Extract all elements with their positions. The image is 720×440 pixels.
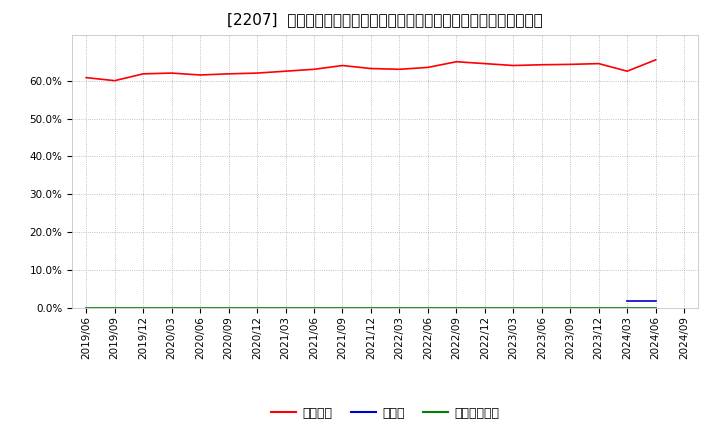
のれん <box>680 305 688 311</box>
自己資本 <box>509 63 518 68</box>
繰延税金資産 <box>680 305 688 311</box>
のれん <box>282 305 290 311</box>
自己資本 <box>338 63 347 68</box>
自己資本 <box>225 71 233 77</box>
のれん <box>395 305 404 311</box>
自己資本 <box>395 66 404 72</box>
繰延税金資産 <box>509 305 518 311</box>
自己資本 <box>139 71 148 77</box>
のれん <box>338 305 347 311</box>
繰延税金資産 <box>225 305 233 311</box>
のれん <box>253 305 261 311</box>
自己資本 <box>310 66 318 72</box>
のれん <box>167 305 176 311</box>
のれん <box>623 299 631 304</box>
自己資本 <box>452 59 461 64</box>
のれん <box>652 299 660 304</box>
自己資本 <box>537 62 546 67</box>
のれん <box>225 305 233 311</box>
Line: 自己資本: 自己資本 <box>86 60 656 81</box>
自己資本 <box>595 61 603 66</box>
自己資本 <box>680 305 688 311</box>
繰延税金資産 <box>82 305 91 311</box>
自己資本 <box>480 61 489 66</box>
Title: [2207]  自己資本、のれん、繰延税金資産の総資産に対する比率の推移: [2207] 自己資本、のれん、繰延税金資産の総資産に対する比率の推移 <box>228 12 543 27</box>
のれん <box>110 305 119 311</box>
繰延税金資産 <box>423 305 432 311</box>
繰延税金資産 <box>196 305 204 311</box>
Legend: 自己資本, のれん, 繰延税金資産: 自己資本, のれん, 繰延税金資産 <box>266 402 505 425</box>
自己資本 <box>110 78 119 83</box>
繰延税金資産 <box>338 305 347 311</box>
繰延税金資産 <box>395 305 404 311</box>
自己資本 <box>253 70 261 76</box>
自己資本 <box>366 66 375 71</box>
自己資本 <box>423 65 432 70</box>
のれん <box>595 305 603 311</box>
自己資本 <box>167 70 176 76</box>
のれん <box>509 305 518 311</box>
繰延税金資産 <box>139 305 148 311</box>
繰延税金資産 <box>537 305 546 311</box>
自己資本 <box>82 75 91 80</box>
自己資本 <box>652 57 660 62</box>
繰延税金資産 <box>595 305 603 311</box>
のれん <box>480 305 489 311</box>
繰延税金資産 <box>167 305 176 311</box>
自己資本 <box>623 69 631 74</box>
繰延税金資産 <box>366 305 375 311</box>
のれん <box>537 305 546 311</box>
のれん <box>452 305 461 311</box>
のれん <box>566 305 575 311</box>
繰延税金資産 <box>566 305 575 311</box>
繰延税金資産 <box>253 305 261 311</box>
のれん <box>366 305 375 311</box>
のれん <box>310 305 318 311</box>
のれん <box>82 305 91 311</box>
繰延税金資産 <box>110 305 119 311</box>
のれん <box>139 305 148 311</box>
繰延税金資産 <box>480 305 489 311</box>
のれん <box>196 305 204 311</box>
繰延税金資産 <box>310 305 318 311</box>
自己資本 <box>282 69 290 74</box>
繰延税金資産 <box>452 305 461 311</box>
自己資本 <box>566 62 575 67</box>
自己資本 <box>196 72 204 77</box>
繰延税金資産 <box>652 305 660 311</box>
のれん <box>423 305 432 311</box>
繰延税金資産 <box>623 305 631 311</box>
繰延税金資産 <box>282 305 290 311</box>
